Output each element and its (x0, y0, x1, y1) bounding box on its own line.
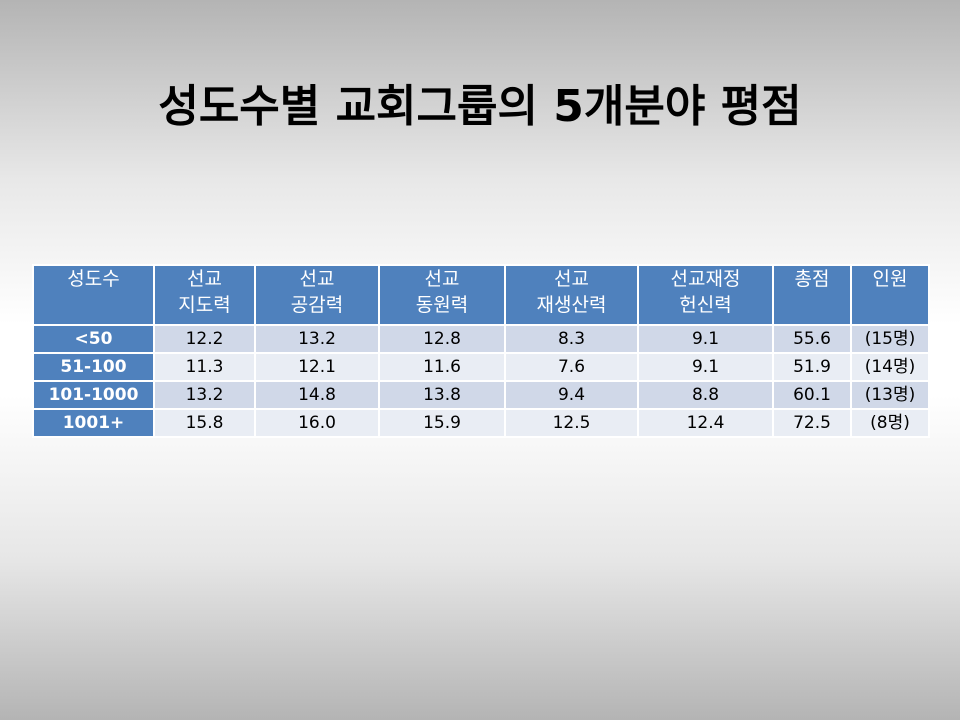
cell: 15.8 (153, 408, 256, 438)
header-row: 성도수 선교 지도력 선교 공감력 선교 동원력 선교 재생산력 선교재정 헌신력 총점 인원 (32, 264, 930, 326)
row-header: 1001+ (32, 408, 155, 438)
table-row: 51-100 11.3 12.1 11.6 7.6 9.1 51.9 (14명) (32, 352, 930, 382)
table-row: 101-1000 13.2 14.8 13.8 9.4 8.8 60.1 (13명) (32, 380, 930, 410)
cell: 11.6 (378, 352, 506, 382)
table-row: 1001+ 15.8 16.0 15.9 12.5 12.4 72.5 (8명) (32, 408, 930, 438)
cell: 13.8 (378, 380, 506, 410)
header-line: 성도수 (67, 268, 120, 290)
header-line: 헌신력 (679, 294, 732, 316)
header-line: 선교 (424, 268, 460, 290)
header-line: 선교 (299, 268, 335, 290)
cell: 11.3 (153, 352, 256, 382)
header-line: 총점 (794, 268, 830, 290)
score-table: 성도수 선교 지도력 선교 공감력 선교 동원력 선교 재생산력 선교재정 헌신력 총점 인원 <50 1… (32, 264, 930, 438)
header-line: 선교재정 (670, 268, 741, 290)
row-header: <50 (32, 324, 155, 354)
header-line: 재생산력 (536, 294, 607, 316)
cell: 14.8 (254, 380, 380, 410)
header-line: 공감력 (290, 294, 344, 316)
cell: (15명) (850, 324, 930, 354)
cell: 15.9 (378, 408, 506, 438)
header-line: 선교 (554, 268, 589, 290)
cell: (13명) (850, 380, 930, 410)
cell: (8명) (850, 408, 930, 438)
table-row: <50 12.2 13.2 12.8 8.3 9.1 55.6 (15명) (32, 324, 930, 354)
cell: 12.4 (637, 408, 774, 438)
cell: 72.5 (772, 408, 852, 438)
header-cell: 인원 (850, 264, 930, 326)
cell: 13.2 (254, 324, 380, 354)
header-cell: 총점 (772, 264, 852, 326)
cell: 12.5 (504, 408, 639, 438)
cell: 9.4 (504, 380, 639, 410)
cell: 16.0 (254, 408, 380, 438)
cell: 12.8 (378, 324, 506, 354)
cell: 51.9 (772, 352, 852, 382)
cell: 8.8 (637, 380, 774, 410)
slide-title: 성도수별 교회그룹의 5개분야 평점 (158, 81, 802, 132)
cell: 60.1 (772, 380, 852, 410)
cell: 12.1 (254, 352, 380, 382)
row-header: 51-100 (32, 352, 155, 382)
cell: 9.1 (637, 352, 774, 382)
cell: 7.6 (504, 352, 639, 382)
header-line: 동원력 (415, 294, 469, 316)
cell: 13.2 (153, 380, 256, 410)
header-line: 선교 (187, 268, 222, 290)
table-body: <50 12.2 13.2 12.8 8.3 9.1 55.6 (15명) 51-100 11.3… (32, 324, 930, 438)
header-line: 지도력 (178, 294, 231, 316)
row-header: 101-1000 (32, 380, 155, 410)
cell: 12.2 (153, 324, 256, 354)
cell: (14명) (850, 352, 930, 382)
cell: 8.3 (504, 324, 639, 354)
cell: 9.1 (637, 324, 774, 354)
header-cell: 성도수 (32, 264, 155, 326)
header-line: 인원 (872, 268, 908, 290)
cell: 55.6 (772, 324, 852, 354)
